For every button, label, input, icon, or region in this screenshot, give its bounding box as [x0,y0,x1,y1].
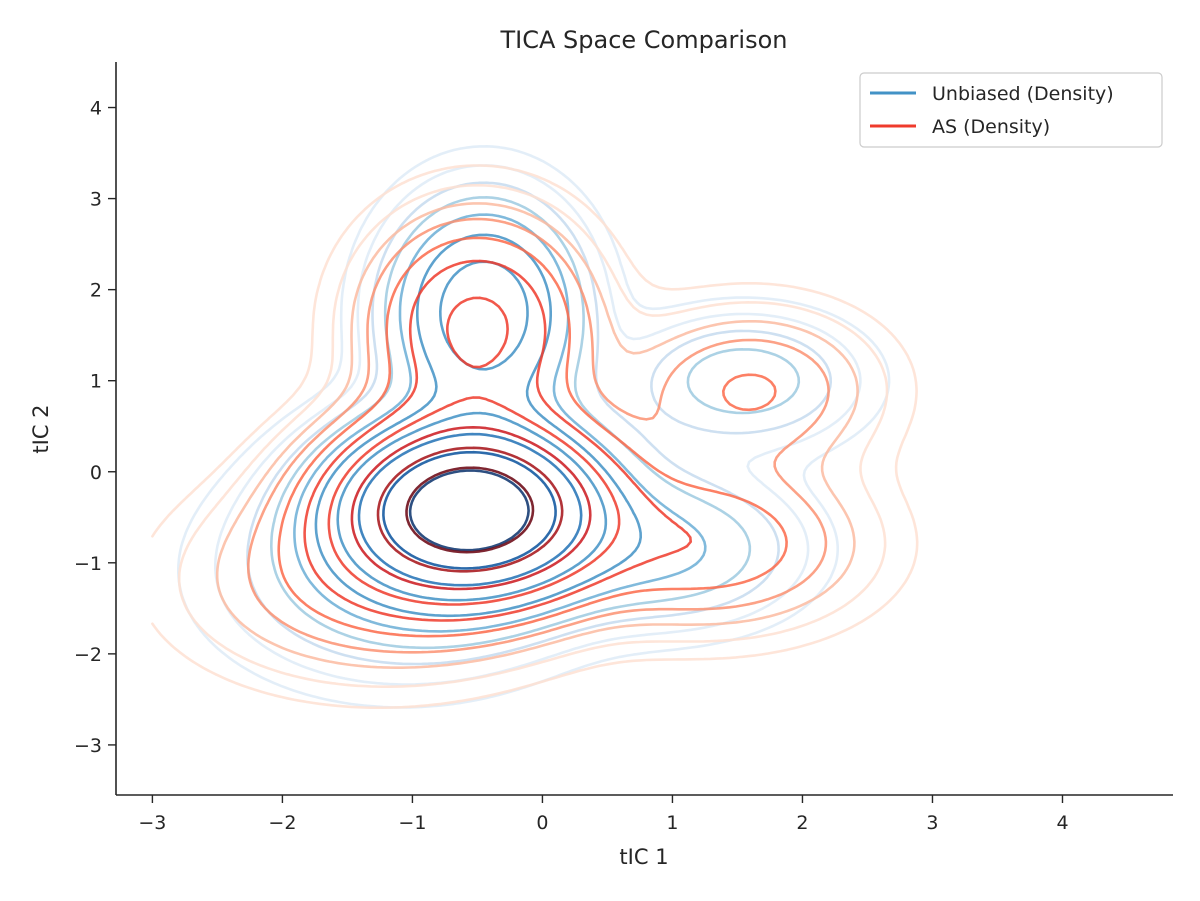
x-tick-label: −3 [138,812,166,834]
contour-line [350,426,592,591]
x-tick-label: −2 [268,812,296,834]
legend-box [859,72,1163,148]
chart-title: TICA Space Comparison [499,26,787,54]
y-tick-label: 3 [90,189,102,211]
legend-label: Unbiased (Density) [932,83,1114,105]
contour-line [314,233,642,618]
x-tick-label: 3 [926,812,938,834]
x-tick-label: 4 [1056,812,1068,834]
y-tick-label: −3 [74,735,102,757]
y-tick-label: 1 [90,371,102,393]
x-tick-label: 2 [796,812,808,834]
contour-line [215,202,859,669]
axes: −3 −2 −1 0 1 2 3 4 −3 −2 −1 0 1 2 3 4 [74,62,1173,834]
x-tick-label: −1 [398,812,426,834]
contour-line [336,260,608,602]
y-tick-label: 4 [90,98,102,120]
contour-plot-area [151,145,919,709]
contour-line [382,450,557,570]
y-axis-label: tIC 2 [29,404,53,453]
contour-line [247,217,830,654]
contour-line [327,296,621,606]
y-tick-label: 2 [90,280,102,302]
y-tick-label: −1 [74,553,102,575]
legend: Unbiased (Density) AS (Density) [859,72,1163,148]
contour-series-as [151,164,919,709]
x-tick-label: 1 [666,812,678,834]
contour-line [151,164,919,709]
contour-line [408,469,530,552]
contour-line [357,432,583,587]
contour-line [177,183,889,688]
y-tick-label: 0 [90,462,102,484]
legend-label: AS (Density) [932,116,1050,138]
contour-line [405,466,535,554]
x-tick-label: 0 [536,812,548,834]
contour-line [303,259,692,622]
y-tick-label: −2 [74,644,102,666]
x-axis-label: tIC 1 [619,845,668,869]
contour-line [376,446,564,573]
contour-line [277,236,788,638]
